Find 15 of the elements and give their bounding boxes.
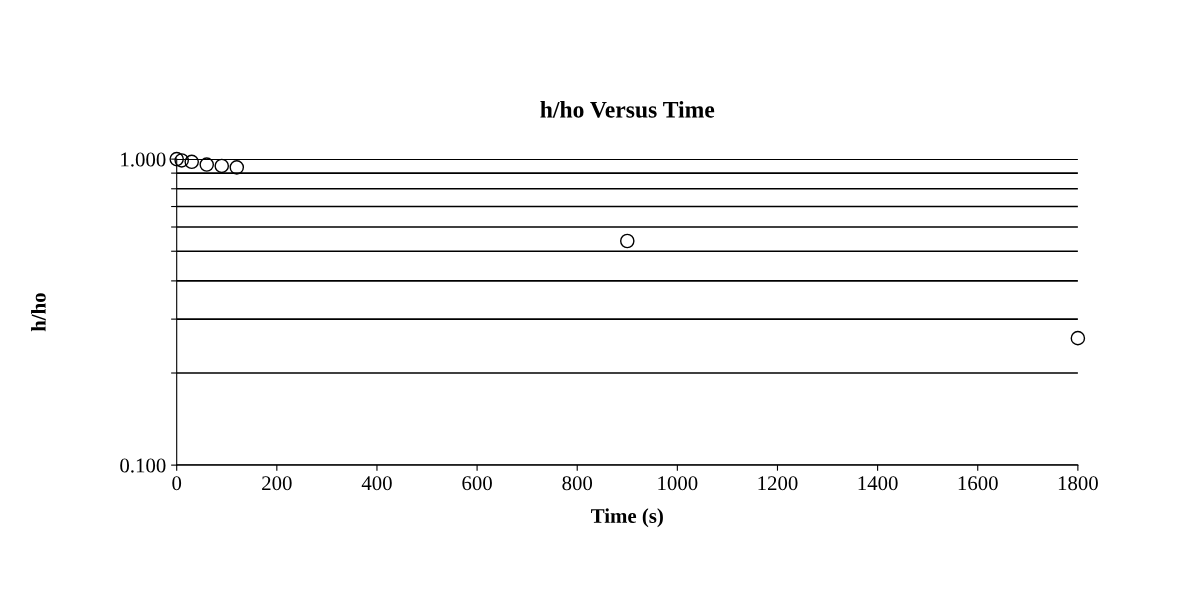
- y-tick-label: 0.100: [120, 458, 166, 473]
- x-tick-label: 800: [562, 476, 593, 491]
- x-tick-label: 600: [462, 476, 492, 491]
- y-tick-label: 1.000: [121, 152, 166, 167]
- chart-title: h/ho Versus Time: [540, 101, 715, 118]
- x-tick-label: 1400: [858, 476, 898, 491]
- x-tick-label: 0: [172, 476, 182, 491]
- x-tick-label: 200: [262, 476, 292, 491]
- x-tick-label: 1200: [758, 476, 798, 491]
- y-axis-title: h/ho: [31, 293, 46, 332]
- x-tick-label: 1600: [958, 476, 998, 491]
- x-tick-label: 400: [361, 476, 392, 491]
- x-axis-title: Time (s): [591, 508, 663, 528]
- x-tick-label: 1800: [1058, 476, 1098, 491]
- x-tick-label: 1000: [658, 476, 698, 491]
